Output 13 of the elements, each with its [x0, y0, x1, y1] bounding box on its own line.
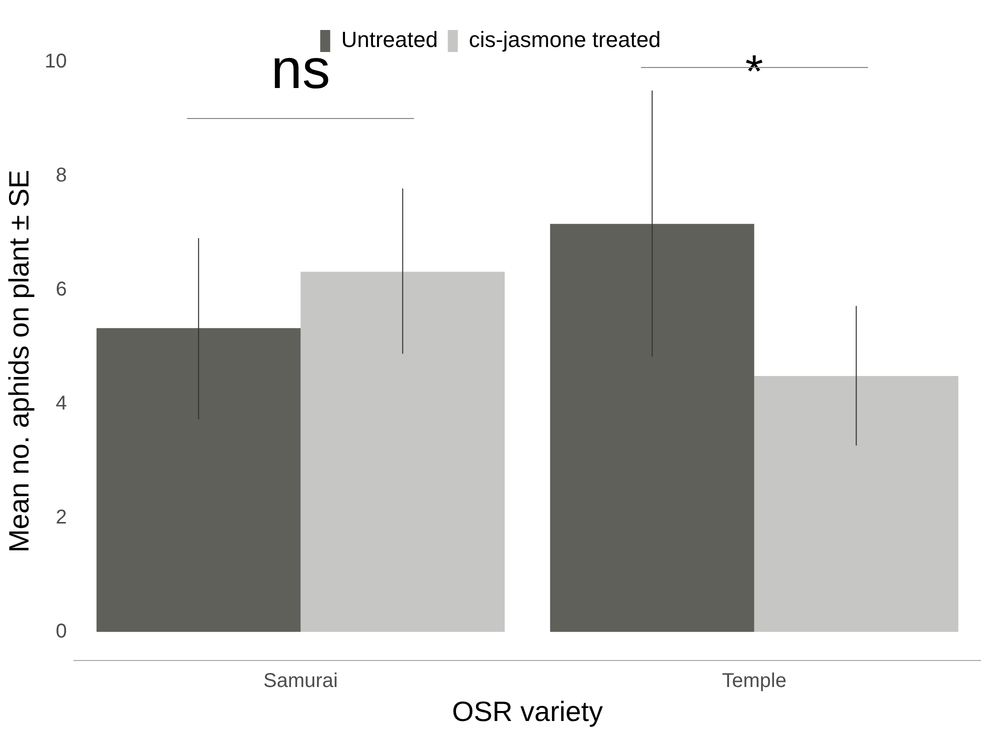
y-tick-label: 2 — [56, 506, 67, 528]
x-tick-label: Temple — [722, 670, 786, 692]
y-tick-label: 4 — [56, 392, 67, 414]
y-tick-label: 10 — [44, 50, 67, 73]
y-tick-label: 0 — [56, 620, 67, 642]
annotation: ns — [271, 37, 330, 100]
y-tick-label: 8 — [56, 164, 67, 186]
y-axis-title: Mean no. aphids on plant ± SE — [4, 170, 35, 553]
y-tick-label: 6 — [56, 278, 67, 300]
x-tick-label: Samurai — [263, 670, 338, 692]
legend-label: Untreated — [341, 27, 438, 52]
legend-label: cis-jasmone treated — [468, 27, 661, 52]
x-axis-title: OSR variety — [452, 696, 603, 727]
